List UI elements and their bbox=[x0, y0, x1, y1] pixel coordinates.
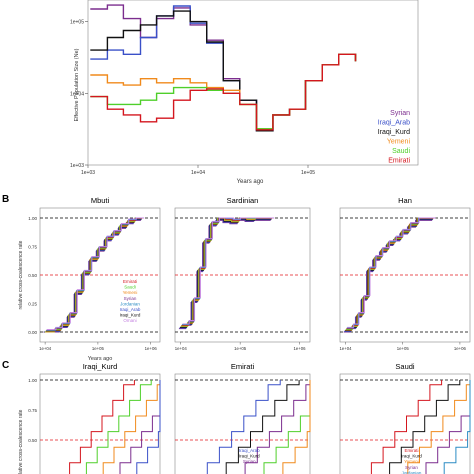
panel-b-legend-iraqi_kurd: Iraqi_Kurd bbox=[120, 313, 141, 318]
panel-c-series-emirati bbox=[69, 380, 135, 474]
panel-c-chart-iraqi_kurd: Iraqi_Kurd 1.00 0.75 0.50 relative cross-coa… bbox=[18, 362, 161, 474]
panel-b-xtick-label: 1e+05 bbox=[234, 346, 247, 351]
panel-c-legend-iraqi_kurd: Iraqi_Kurd bbox=[239, 454, 260, 459]
panel-b-series-iraqi_kurd bbox=[180, 218, 272, 328]
panel-b-chart-title: Han bbox=[398, 196, 412, 205]
panel-b-xtick-label: 1e+04 bbox=[340, 346, 353, 351]
panel-c-plot-area bbox=[39, 373, 161, 474]
panel-b-series-syrian bbox=[343, 219, 433, 333]
panel-c-chart-title: Emirati bbox=[231, 362, 255, 371]
panel-c-chart-saudi: Saudi EmiratiIraqi_KurdYemeniSyrianJordan… bbox=[339, 362, 471, 474]
panel-b-xtick-label: 1e+05 bbox=[92, 346, 105, 351]
panel-b-xtick-label: 1e+04 bbox=[175, 346, 188, 351]
panel-b-chart-han: Han 1e+04 1e+05 1e+06 bbox=[340, 196, 471, 351]
panel-b-xlabel: Years ago bbox=[88, 356, 113, 362]
panel-b-ytick-label: 0.00 bbox=[28, 330, 37, 335]
panel-b-chart-title: Mbuti bbox=[91, 196, 110, 205]
panel-b-xtick-label: 1e+04 bbox=[39, 346, 52, 351]
panel-b-series-iraqi_arab bbox=[344, 219, 433, 332]
panel-b-legend-yemeni: Yemeni bbox=[123, 290, 138, 295]
panel-c-series-iraqi_arab bbox=[206, 380, 281, 474]
panel-b-series-omani bbox=[182, 217, 275, 325]
panel-c-legend-jordanian: Jordanian bbox=[402, 470, 422, 474]
panel-b-xtick-label: 1e+05 bbox=[397, 346, 410, 351]
panel-c-ylabel: relative cross-coalescence rate bbox=[18, 409, 24, 474]
panel-b-legend-emirati: Emirati bbox=[123, 279, 137, 284]
panel-c-series-yemeni bbox=[282, 380, 311, 474]
panel-c-ytick-label: 1.00 bbox=[28, 378, 37, 383]
panel-b-ylabel: relative cross-coalescence rate bbox=[18, 240, 24, 309]
panel-a-ylabel: Effective Population Size (Ne) bbox=[74, 48, 80, 121]
panel-b-series-syrian bbox=[43, 219, 141, 333]
panel-a-xtick-label: 1e+05 bbox=[301, 170, 315, 176]
panel-b-xtick-label: 1e+06 bbox=[454, 346, 467, 351]
panel-b-legend-syrian: Syrian bbox=[124, 296, 137, 301]
panel-c-legend-iraqi_kurd: Iraqi_Kurd bbox=[401, 454, 422, 459]
panel-b-legend-jordanian: Jordanian bbox=[120, 301, 140, 306]
panel-a-legend-iraqi_kurd: Iraqi_Kurd bbox=[378, 129, 410, 136]
panel-c-letter: C bbox=[2, 360, 9, 371]
panel-b-series-omani bbox=[46, 217, 145, 331]
panel-b-series-jordanian bbox=[46, 217, 144, 331]
panel-b-ytick-label: 0.75 bbox=[28, 245, 37, 250]
panel-b-ytick-label: 0.25 bbox=[28, 302, 37, 307]
panel-b-legend-omani: Omani bbox=[123, 318, 136, 323]
panel-a-xtick-label: 1e+04 bbox=[191, 170, 205, 176]
panel-b-chart-title: Sardinian bbox=[227, 196, 259, 205]
panel-b-series-saudi bbox=[181, 217, 273, 327]
panel-a-legend-emirati: Emirati bbox=[388, 158, 410, 165]
panel-b-series-saudi bbox=[345, 217, 435, 330]
panel-c-ytick-label: 0.75 bbox=[28, 408, 37, 413]
panel-b-chart-sardinian: Sardinian 1e+04 1e+05 1e+06 bbox=[174, 196, 311, 351]
panel-c-legend-syrian: Syrian bbox=[405, 465, 418, 470]
panel-b-legend-iraqi_arab: Iraqi_Arab bbox=[120, 307, 141, 312]
panel-c-legend-syrian: Syrian bbox=[243, 459, 256, 464]
panel-a-series-emirati bbox=[90, 53, 357, 131]
panel-b-xtick-label: 1e+06 bbox=[294, 346, 307, 351]
panel-b-series-omani bbox=[347, 217, 436, 328]
panel-a-legend-syrian: Syrian bbox=[390, 110, 410, 117]
panel-c-series-saudi bbox=[85, 380, 152, 474]
panel-c-chart-title: Saudi bbox=[395, 362, 415, 371]
panel-b-series-yemeni bbox=[180, 217, 273, 328]
panel-c-series-emirati bbox=[370, 380, 443, 474]
panel-c-series-syrian bbox=[244, 380, 311, 474]
panel-a-plot-area bbox=[87, 0, 419, 166]
panel-b: B Mbuti 1.00 0.75 0.50 0.25 0.00 relative cros… bbox=[2, 194, 471, 362]
panel-a-ytick-label: 1e+04 bbox=[70, 91, 84, 97]
panel-c-plot-area bbox=[174, 373, 311, 474]
panel-c-series-yemeni bbox=[102, 380, 161, 474]
panel-c: C Iraqi_Kurd 1.00 0.75 0.50 relative cross-c… bbox=[2, 360, 471, 474]
panel-c-series-yemeni bbox=[407, 380, 471, 474]
panel-a-legend-yemeni: Yemeni bbox=[387, 139, 411, 146]
panel-c-legend-emirati: Emirati bbox=[404, 448, 418, 453]
panel-c-series-iraqi_kurd bbox=[225, 380, 300, 474]
panel-a: Effective Population Size (Ne) Years ago… bbox=[70, 0, 419, 185]
panel-b-chart-mbuti: Mbuti 1.00 0.75 0.50 0.25 0.00 relative cross-… bbox=[18, 196, 161, 362]
panel-b-ytick-label: 1.00 bbox=[28, 216, 37, 221]
panel-c-ytick-label: 0.50 bbox=[28, 438, 37, 443]
panel-a-ytick-label: 1e+05 bbox=[70, 20, 84, 26]
panel-c-chart-title: Iraqi_Kurd bbox=[83, 362, 118, 371]
panel-b-series-iraqi_arab bbox=[179, 219, 272, 329]
panel-c-series-jordanian bbox=[443, 380, 471, 474]
panel-a-ytick-label: 1e+03 bbox=[70, 163, 84, 169]
panel-b-xtick-label: 1e+06 bbox=[145, 346, 158, 351]
panel-c-legend-yemeni: Yemeni bbox=[404, 459, 419, 464]
panel-b-legend-saudi: Saudi bbox=[124, 285, 136, 290]
panel-b-series-yemeni bbox=[345, 217, 434, 331]
panel-c-series-iraqi_arab bbox=[136, 380, 161, 474]
panel-b-series-syrian bbox=[178, 219, 271, 330]
panel-c-series-iraqi_kurd bbox=[389, 380, 461, 474]
panel-a-xlabel: Years ago bbox=[237, 179, 264, 185]
panel-b-ytick-label: 0.50 bbox=[28, 273, 37, 278]
panel-b-letter: B bbox=[2, 194, 9, 205]
panel-b-series-iraqi_kurd bbox=[344, 218, 434, 332]
panel-a-legend-saudi: Saudi bbox=[392, 148, 410, 155]
panel-a-legend-iraqi_arab: Iraqi_Arab bbox=[378, 120, 410, 127]
panel-a-xtick-label: 1e+03 bbox=[81, 170, 95, 176]
panel-c-legend-iraqi_arab: Iraqi_Arab bbox=[239, 448, 260, 453]
